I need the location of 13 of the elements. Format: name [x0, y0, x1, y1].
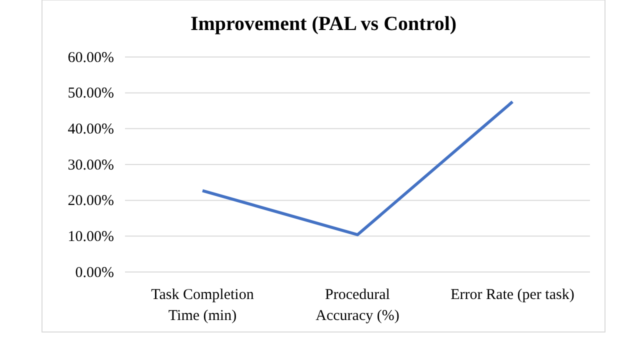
- category-label: Time (min): [168, 308, 237, 324]
- category-label: Accuracy (%): [316, 308, 400, 324]
- y-tick-label: 60.00%: [68, 50, 114, 66]
- y-tick-label: 20.00%: [68, 193, 114, 210]
- category-label: Procedural: [325, 287, 390, 303]
- category-label: Error Rate (per task): [450, 287, 574, 303]
- y-tick-label: 10.00%: [68, 228, 114, 245]
- y-tick-label: 40.00%: [68, 121, 114, 138]
- y-tick-label: 30.00%: [68, 157, 114, 174]
- y-tick-label: 50.00%: [68, 86, 114, 102]
- category-label: Task Completion: [151, 287, 254, 303]
- chart-title: Improvement (PAL vs Control): [190, 13, 457, 35]
- y-tick-label: 0.00%: [75, 264, 114, 281]
